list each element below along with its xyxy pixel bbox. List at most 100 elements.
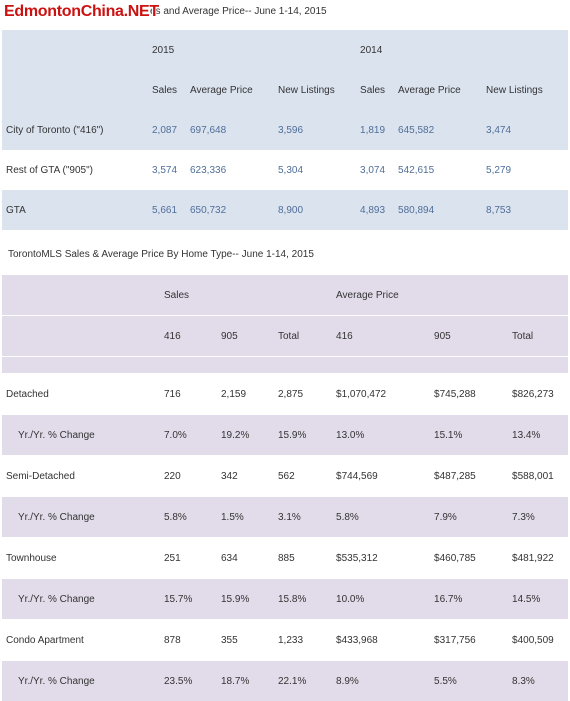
cell: 5.8% — [164, 497, 221, 538]
cell: 7.0% — [164, 415, 221, 456]
price-group-header: Average Price — [336, 275, 568, 316]
table-row: Townhouse 251 634 885 $535,312 $460,785 … — [2, 538, 568, 579]
column-header-row: Sales Average Price New Listings Sales A… — [2, 70, 568, 110]
cell: 580,894 — [398, 190, 486, 230]
group-header-row: Sales Average Price — [2, 275, 568, 316]
row-label: Yr./Yr. % Change — [2, 415, 164, 456]
cell: 1.5% — [221, 497, 278, 538]
table1-title: es and Average Price-- June 1-14, 2015 — [150, 6, 327, 17]
cell: 562 — [278, 456, 336, 497]
cell: 878 — [164, 620, 221, 661]
cell: $826,273 — [512, 374, 568, 415]
col-header: New Listings — [278, 70, 360, 110]
row-label: Townhouse — [2, 538, 164, 579]
col-header: 905 — [221, 316, 278, 357]
watermark-logo: EdmontonChina.NET — [4, 3, 159, 21]
cell: 13.0% — [336, 415, 434, 456]
table-row: Yr./Yr. % Change 15.7% 15.9% 15.8% 10.0%… — [2, 579, 568, 620]
cell: 220 — [164, 456, 221, 497]
table-row: Yr./Yr. % Change 5.8% 1.5% 3.1% 5.8% 7.9… — [2, 497, 568, 538]
table-row: City of Toronto ("416") 2,087 697,648 3,… — [2, 110, 568, 150]
year-2014-header: 2014 — [360, 30, 568, 70]
cell: 5,304 — [278, 150, 360, 190]
cell: 1,233 — [278, 620, 336, 661]
col-header: 905 — [434, 316, 512, 357]
row-label: GTA — [2, 190, 152, 230]
cell: $317,756 — [434, 620, 512, 661]
cell: 10.0% — [336, 579, 434, 620]
cell: 2,159 — [221, 374, 278, 415]
cell: $744,569 — [336, 456, 434, 497]
cell: 8,753 — [486, 190, 568, 230]
column-header-row: 416 905 Total 416 905 Total — [2, 316, 568, 357]
cell: 7.9% — [434, 497, 512, 538]
gta-summary-table: 2015 2014 Sales Average Price New Listin… — [2, 30, 568, 230]
row-label: Condo Apartment — [2, 620, 164, 661]
cell: $400,509 — [512, 620, 568, 661]
cell: 8,900 — [278, 190, 360, 230]
cell: 15.9% — [278, 415, 336, 456]
cell: 3,574 — [152, 150, 190, 190]
col-header: New Listings — [486, 70, 568, 110]
row-label: Detached — [2, 374, 164, 415]
table-row: Semi-Detached 220 342 562 $744,569 $487,… — [2, 456, 568, 497]
cell: 13.4% — [512, 415, 568, 456]
spacer-row — [2, 357, 568, 374]
cell: 697,648 — [190, 110, 278, 150]
row-label: City of Toronto ("416") — [2, 110, 152, 150]
cell: 14.5% — [512, 579, 568, 620]
cell: $588,001 — [512, 456, 568, 497]
cell: 15.9% — [221, 579, 278, 620]
col-header: Average Price — [398, 70, 486, 110]
table-row: GTA 5,661 650,732 8,900 4,893 580,894 8,… — [2, 190, 568, 230]
cell: 251 — [164, 538, 221, 579]
cell: 3.1% — [278, 497, 336, 538]
col-header: Average Price — [190, 70, 278, 110]
cell: 7.3% — [512, 497, 568, 538]
cell: 3,596 — [278, 110, 360, 150]
cell: 355 — [221, 620, 278, 661]
row-label: Semi-Detached — [2, 456, 164, 497]
cell: 650,732 — [190, 190, 278, 230]
cell: $460,785 — [434, 538, 512, 579]
table-row: Detached 716 2,159 2,875 $1,070,472 $745… — [2, 374, 568, 415]
table-row: Yr./Yr. % Change 7.0% 19.2% 15.9% 13.0% … — [2, 415, 568, 456]
cell: 2,875 — [278, 374, 336, 415]
cell: 5,279 — [486, 150, 568, 190]
cell: 3,074 — [360, 150, 398, 190]
cell: 5.8% — [336, 497, 434, 538]
cell: 15.8% — [278, 579, 336, 620]
cell: 3,474 — [486, 110, 568, 150]
col-header: 416 — [336, 316, 434, 357]
col-header: Total — [512, 316, 568, 357]
cell: 1,819 — [360, 110, 398, 150]
cell: 15.1% — [434, 415, 512, 456]
table-row: Rest of GTA ("905") 3,574 623,336 5,304 … — [2, 150, 568, 190]
cell: 634 — [221, 538, 278, 579]
col-header: Sales — [360, 70, 398, 110]
cell: 2,087 — [152, 110, 190, 150]
cell: 342 — [221, 456, 278, 497]
cell: $481,922 — [512, 538, 568, 579]
cell: $535,312 — [336, 538, 434, 579]
sales-group-header: Sales — [164, 275, 336, 316]
home-type-table: Sales Average Price 416 905 Total 416 90… — [2, 275, 568, 701]
cell: $433,968 — [336, 620, 434, 661]
cell: 19.2% — [221, 415, 278, 456]
cell: 623,336 — [190, 150, 278, 190]
table2-title: TorontoMLS Sales & Average Price By Home… — [8, 249, 314, 260]
cell: 645,582 — [398, 110, 486, 150]
cell: $745,288 — [434, 374, 512, 415]
cell: $1,070,472 — [336, 374, 434, 415]
row-label: Yr./Yr. % Change — [2, 497, 164, 538]
cell: 5,661 — [152, 190, 190, 230]
cell: 542,615 — [398, 150, 486, 190]
year-2015-header: 2015 — [152, 30, 360, 70]
row-label: Yr./Yr. % Change — [2, 579, 164, 620]
col-header: Sales — [152, 70, 190, 110]
cell: 4,893 — [360, 190, 398, 230]
cell: 15.7% — [164, 579, 221, 620]
year-header-row: 2015 2014 — [2, 30, 568, 70]
cell: $487,285 — [434, 456, 512, 497]
cell: 885 — [278, 538, 336, 579]
